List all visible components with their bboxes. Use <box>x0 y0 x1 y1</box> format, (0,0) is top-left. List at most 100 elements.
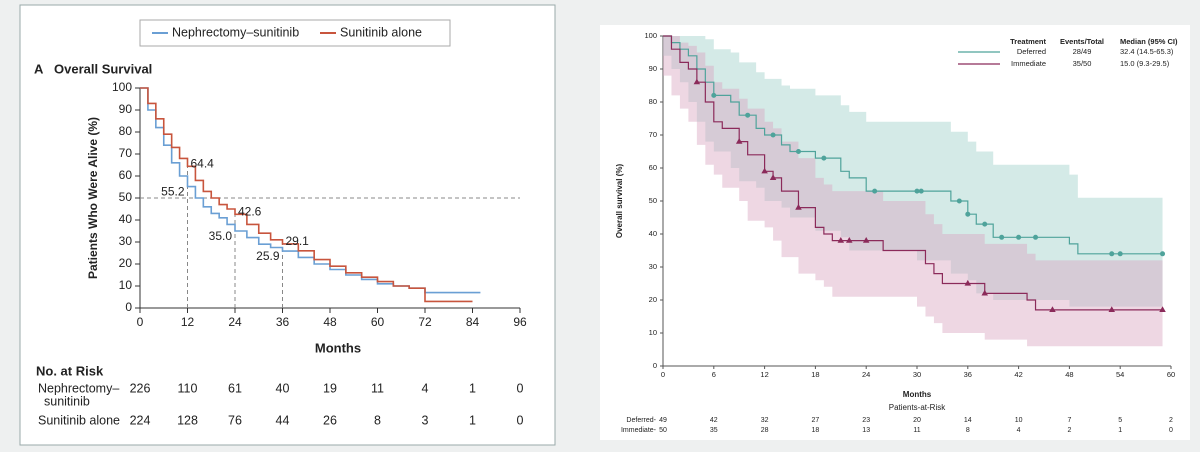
censor-mark <box>1109 251 1115 257</box>
risk-count: 8 <box>966 427 970 434</box>
legend-header: Treatment <box>1010 37 1046 46</box>
risk-count: 42 <box>710 417 718 424</box>
y-tick-label: 0 <box>125 300 132 314</box>
censor-mark <box>770 132 776 138</box>
risk-row-label: Sunitinib alone <box>38 413 120 427</box>
risk-count: 2 <box>1067 427 1071 434</box>
censor-mark <box>1160 251 1166 257</box>
y-axis-label: Patients Who Were Alive (%) <box>86 117 100 279</box>
legend-label: Deferred <box>1017 47 1046 56</box>
censor-mark <box>795 149 801 154</box>
risk-count: 35 <box>710 427 718 434</box>
annotation: 35.0 <box>209 229 233 243</box>
legend-median: 15.0 (9.3-29.5) <box>1120 59 1170 68</box>
y-tick-label: 30 <box>649 262 657 271</box>
risk-count: 28 <box>761 427 769 434</box>
risk-count: 8 <box>374 413 381 427</box>
censor-mark <box>964 279 972 286</box>
y-tick-label: 100 <box>112 80 132 94</box>
y-tick-label: 100 <box>644 31 657 40</box>
x-tick-label: 24 <box>862 370 870 379</box>
y-tick-label: 80 <box>119 124 133 138</box>
risk-count: 7 <box>1067 417 1071 424</box>
censor-mark <box>745 112 751 118</box>
risk-count: 18 <box>812 427 820 434</box>
censor-mark <box>846 236 853 243</box>
y-tick-label: 0 <box>653 361 657 370</box>
risk-row-label: Immediate- <box>621 427 657 434</box>
y-tick-label: 60 <box>649 163 657 172</box>
risk-count: 32 <box>761 417 769 424</box>
panel-label: A <box>34 61 44 76</box>
censor-mark <box>1159 306 1166 312</box>
censor-mark <box>956 198 962 204</box>
censor-mark <box>837 236 845 243</box>
censor-mark <box>1016 234 1022 240</box>
legend-label: Sunitinib alone <box>340 25 422 39</box>
risk-count: 26 <box>323 413 337 427</box>
risk-title: Patients-at-Risk <box>889 403 946 412</box>
risk-count: 76 <box>228 413 242 427</box>
censor-mark <box>711 92 717 98</box>
x-tick-label: 48 <box>323 315 337 329</box>
risk-count: 1 <box>469 381 476 395</box>
y-tick-label: 60 <box>119 168 133 182</box>
x-tick-label: 60 <box>371 315 385 329</box>
chart-title: Overall Survival <box>54 61 152 76</box>
risk-count: 11 <box>371 381 384 395</box>
legend-events: 28/49 <box>1073 47 1092 56</box>
risk-count: 27 <box>812 417 820 424</box>
x-tick-label: 72 <box>418 315 432 329</box>
y-tick-label: 50 <box>119 190 133 204</box>
risk-row-label: Deferred- <box>626 417 656 424</box>
censor-mark <box>999 234 1005 240</box>
censor-mark <box>1108 306 1115 312</box>
x-tick-label: 84 <box>466 315 480 329</box>
confidence-band <box>663 36 1163 307</box>
y-axis-label: Overall survival (%) <box>615 164 624 239</box>
legend-header: Median (95% CI) <box>1120 37 1178 46</box>
y-tick-label: 90 <box>119 102 133 116</box>
risk-count: 10 <box>1015 417 1023 424</box>
x-tick-label: 12 <box>181 315 195 329</box>
risk-count: 19 <box>323 381 337 395</box>
y-tick-label: 80 <box>649 97 657 106</box>
risk-count: 40 <box>276 381 290 395</box>
survival-curve <box>140 87 473 303</box>
censor-mark <box>1117 251 1123 257</box>
x-tick-label: 42 <box>1014 370 1022 379</box>
risk-count: 0 <box>1169 427 1173 434</box>
risk-count: 61 <box>228 381 242 395</box>
risk-count: 110 <box>178 381 198 395</box>
legend-label: Nephrectomy–sunitinib <box>172 25 299 39</box>
right-panel <box>600 25 1190 440</box>
risk-count: 4 <box>1017 427 1021 434</box>
x-axis-label: Months <box>315 340 361 355</box>
x-tick-label: 12 <box>760 370 768 379</box>
legend-box <box>139 19 451 47</box>
censor-mark <box>914 188 920 194</box>
survival-curve <box>663 35 1163 255</box>
risk-count: 1 <box>469 413 476 427</box>
x-tick-label: 96 <box>513 315 527 329</box>
risk-count: 11 <box>913 427 920 434</box>
x-tick-label: 36 <box>276 315 290 329</box>
x-tick-label: 36 <box>964 370 972 379</box>
risk-count: 13 <box>862 427 870 434</box>
legend-header: Events/Total <box>1060 37 1104 46</box>
annotation: 64.4 <box>191 156 215 170</box>
x-tick-label: 6 <box>712 370 716 379</box>
x-tick-label: 0 <box>661 370 665 379</box>
risk-count: 128 <box>177 413 198 427</box>
x-tick-label: 24 <box>228 315 242 329</box>
censor-mark <box>872 188 878 194</box>
survival-curve <box>140 87 481 294</box>
y-tick-label: 70 <box>119 146 133 160</box>
y-tick-label: 10 <box>119 278 133 292</box>
legend-events: 35/50 <box>1073 59 1092 68</box>
risk-count: 0 <box>517 413 524 427</box>
risk-row-label: sunitinib <box>44 394 90 408</box>
y-tick-label: 70 <box>649 130 657 139</box>
